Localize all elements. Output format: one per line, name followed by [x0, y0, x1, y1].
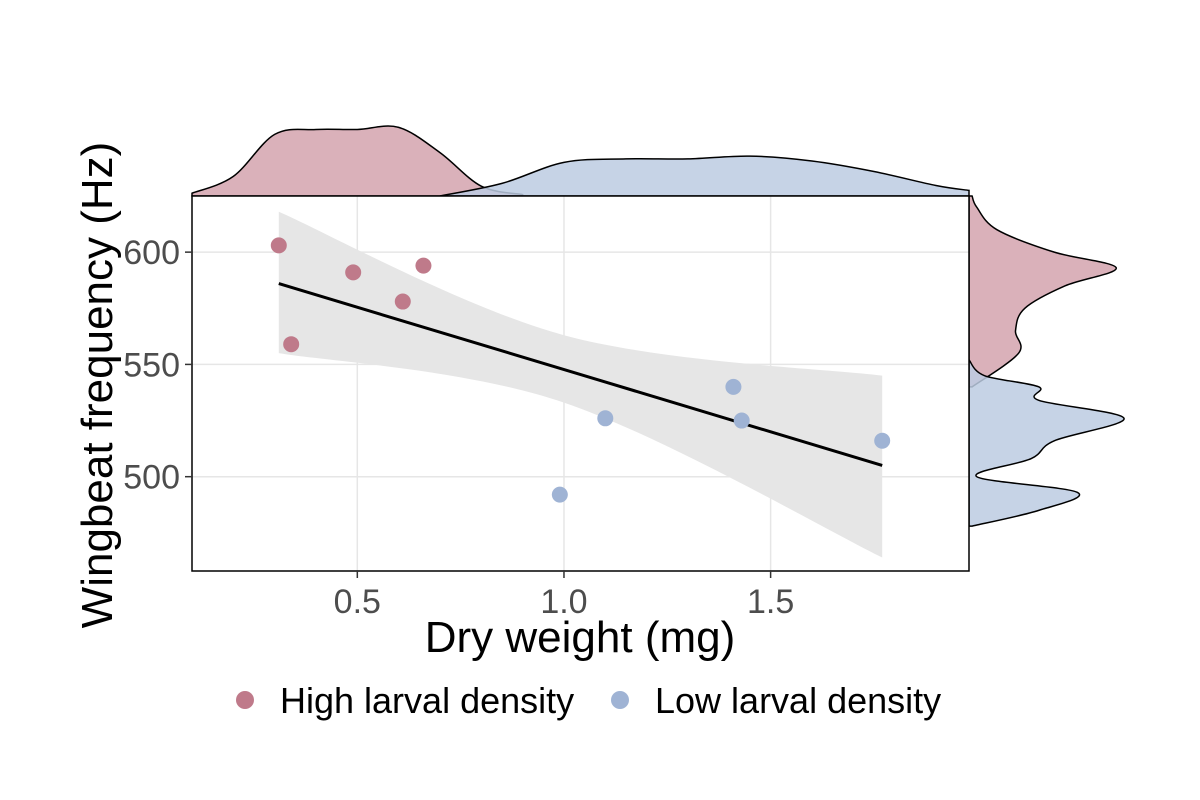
- x-tick-label-0: 0.5: [334, 583, 381, 621]
- y-tick-label-2: 600: [123, 234, 180, 272]
- confidence-band-area: [278, 211, 883, 558]
- x-density-1: [439, 155, 970, 197]
- regression-line-path: [278, 282, 883, 467]
- y-tick-label-0: 500: [123, 459, 180, 497]
- y-tick-label-1: 550: [123, 346, 180, 384]
- x-density-0: [191, 125, 524, 197]
- y-marginal-density: [968, 195, 1125, 527]
- legend-label-0: High larval density: [280, 680, 574, 721]
- legend-marker-0: [236, 691, 254, 709]
- x-axis-ticks: 0.5 1.0 1.5: [334, 571, 794, 621]
- regression-line: [278, 282, 883, 467]
- confidence-band: [278, 211, 883, 558]
- data-point-s1-4: [874, 432, 891, 449]
- data-points: [270, 237, 891, 503]
- y-axis-ticks: 500 550 600: [123, 234, 192, 497]
- data-point-s1-1: [597, 410, 614, 427]
- x-tick-label-2: 1.5: [747, 583, 794, 621]
- data-point-s0-0: [270, 237, 287, 254]
- plot-panel-border: [191, 195, 970, 572]
- y-density-1: [968, 358, 1125, 527]
- legend-label-1: Low larval density: [655, 680, 941, 721]
- y-axis-title: Wingbeat frequency (Hz): [73, 142, 122, 629]
- legend: High larval density Low larval density: [236, 680, 941, 721]
- legend-marker-1: [611, 691, 629, 709]
- data-point-s0-2: [345, 264, 362, 281]
- x-axis-title: Dry weight (mg): [425, 613, 736, 662]
- data-point-s0-1: [283, 336, 300, 353]
- data-point-s1-3: [733, 412, 750, 429]
- data-point-s0-4: [415, 257, 432, 274]
- y-density-0: [968, 195, 1118, 388]
- x-tick-label-1: 1.0: [540, 583, 587, 621]
- x-marginal-density: [191, 125, 970, 197]
- data-point-s0-3: [394, 293, 411, 310]
- data-point-s1-2: [725, 378, 742, 395]
- data-point-s1-0: [551, 486, 568, 503]
